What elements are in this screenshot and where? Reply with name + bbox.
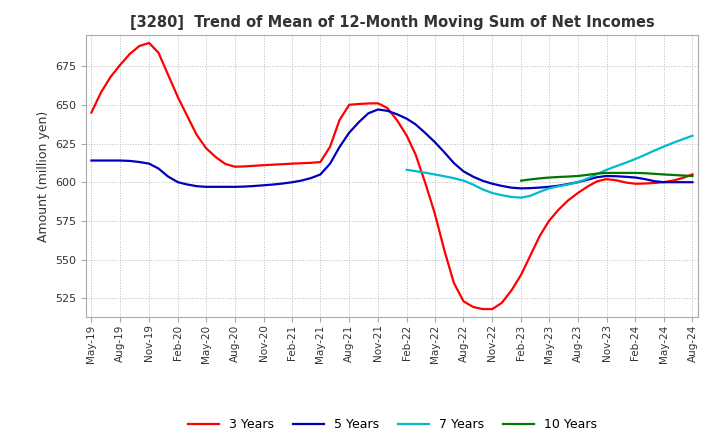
Line: 10 Years: 10 Years <box>521 173 693 181</box>
Legend: 3 Years, 5 Years, 7 Years, 10 Years: 3 Years, 5 Years, 7 Years, 10 Years <box>183 413 602 436</box>
Y-axis label: Amount (million yen): Amount (million yen) <box>37 110 50 242</box>
Line: 5 Years: 5 Years <box>91 110 693 188</box>
Line: 3 Years: 3 Years <box>91 43 693 309</box>
Line: 7 Years: 7 Years <box>407 136 693 198</box>
Title: [3280]  Trend of Mean of 12-Month Moving Sum of Net Incomes: [3280] Trend of Mean of 12-Month Moving … <box>130 15 654 30</box>
